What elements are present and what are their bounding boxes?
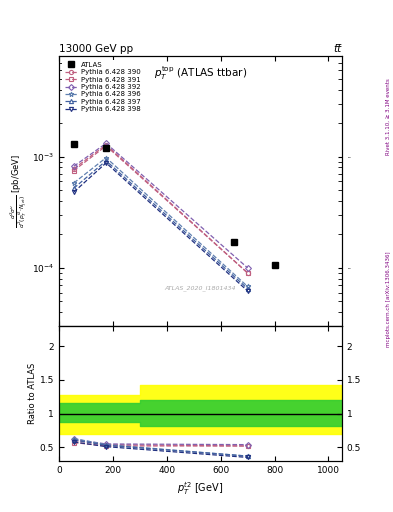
Pythia 6.428 397 — [245, 286, 250, 292]
Pythia 6.428 391 — [72, 167, 76, 174]
X-axis label: $p_T^{t2}$ [GeV]: $p_T^{t2}$ [GeV] — [177, 480, 224, 497]
Pythia 6.428 396 — [72, 180, 76, 186]
Pythia 6.428 390 — [245, 270, 250, 276]
Pythia 6.428 391 — [245, 270, 250, 276]
ATLAS — [104, 145, 108, 151]
Legend: ATLAS, Pythia 6.428 390, Pythia 6.428 391, Pythia 6.428 392, Pythia 6.428 396, P: ATLAS, Pythia 6.428 390, Pythia 6.428 39… — [62, 60, 143, 114]
Pythia 6.428 390 — [104, 142, 108, 148]
Pythia 6.428 390 — [72, 165, 76, 172]
Line: Pythia 6.428 397: Pythia 6.428 397 — [72, 159, 250, 291]
Line: Pythia 6.428 398: Pythia 6.428 398 — [72, 161, 250, 293]
Text: $p_T^{\mathrm{top}}$ (ATLAS ttbar): $p_T^{\mathrm{top}}$ (ATLAS ttbar) — [154, 65, 247, 82]
Pythia 6.428 397 — [72, 185, 76, 191]
Y-axis label: Ratio to ATLAS: Ratio to ATLAS — [28, 363, 37, 424]
Pythia 6.428 392 — [104, 140, 108, 146]
Text: tt̅: tt̅ — [334, 44, 342, 54]
Y-axis label: $\frac{d^2\sigma^u}{d^2(p_T^{t2}{\cdot}N_{jet})}$ [pb/GeV]: $\frac{d^2\sigma^u}{d^2(p_T^{t2}{\cdot}N… — [8, 154, 29, 228]
Text: 13000 GeV pp: 13000 GeV pp — [59, 44, 133, 54]
ATLAS — [232, 239, 237, 245]
Pythia 6.428 397 — [104, 158, 108, 164]
ATLAS — [72, 141, 76, 147]
Pythia 6.428 392 — [245, 265, 250, 271]
Text: Rivet 3.1.10, ≥ 3.1M events: Rivet 3.1.10, ≥ 3.1M events — [386, 78, 391, 155]
Line: ATLAS: ATLAS — [71, 141, 278, 269]
Line: Pythia 6.428 392: Pythia 6.428 392 — [72, 141, 250, 270]
Line: Pythia 6.428 391: Pythia 6.428 391 — [72, 144, 250, 275]
Pythia 6.428 391 — [104, 143, 108, 149]
Line: Pythia 6.428 390: Pythia 6.428 390 — [72, 143, 250, 275]
Text: ATLAS_2020_I1801434: ATLAS_2020_I1801434 — [165, 285, 236, 291]
ATLAS — [272, 263, 277, 269]
Pythia 6.428 396 — [104, 155, 108, 161]
Pythia 6.428 392 — [72, 163, 76, 169]
Pythia 6.428 398 — [245, 288, 250, 294]
Pythia 6.428 396 — [245, 284, 250, 290]
Line: Pythia 6.428 396: Pythia 6.428 396 — [72, 155, 250, 289]
Text: mcplots.cern.ch [arXiv:1306.3436]: mcplots.cern.ch [arXiv:1306.3436] — [386, 252, 391, 347]
Pythia 6.428 398 — [72, 189, 76, 195]
Pythia 6.428 398 — [104, 160, 108, 166]
